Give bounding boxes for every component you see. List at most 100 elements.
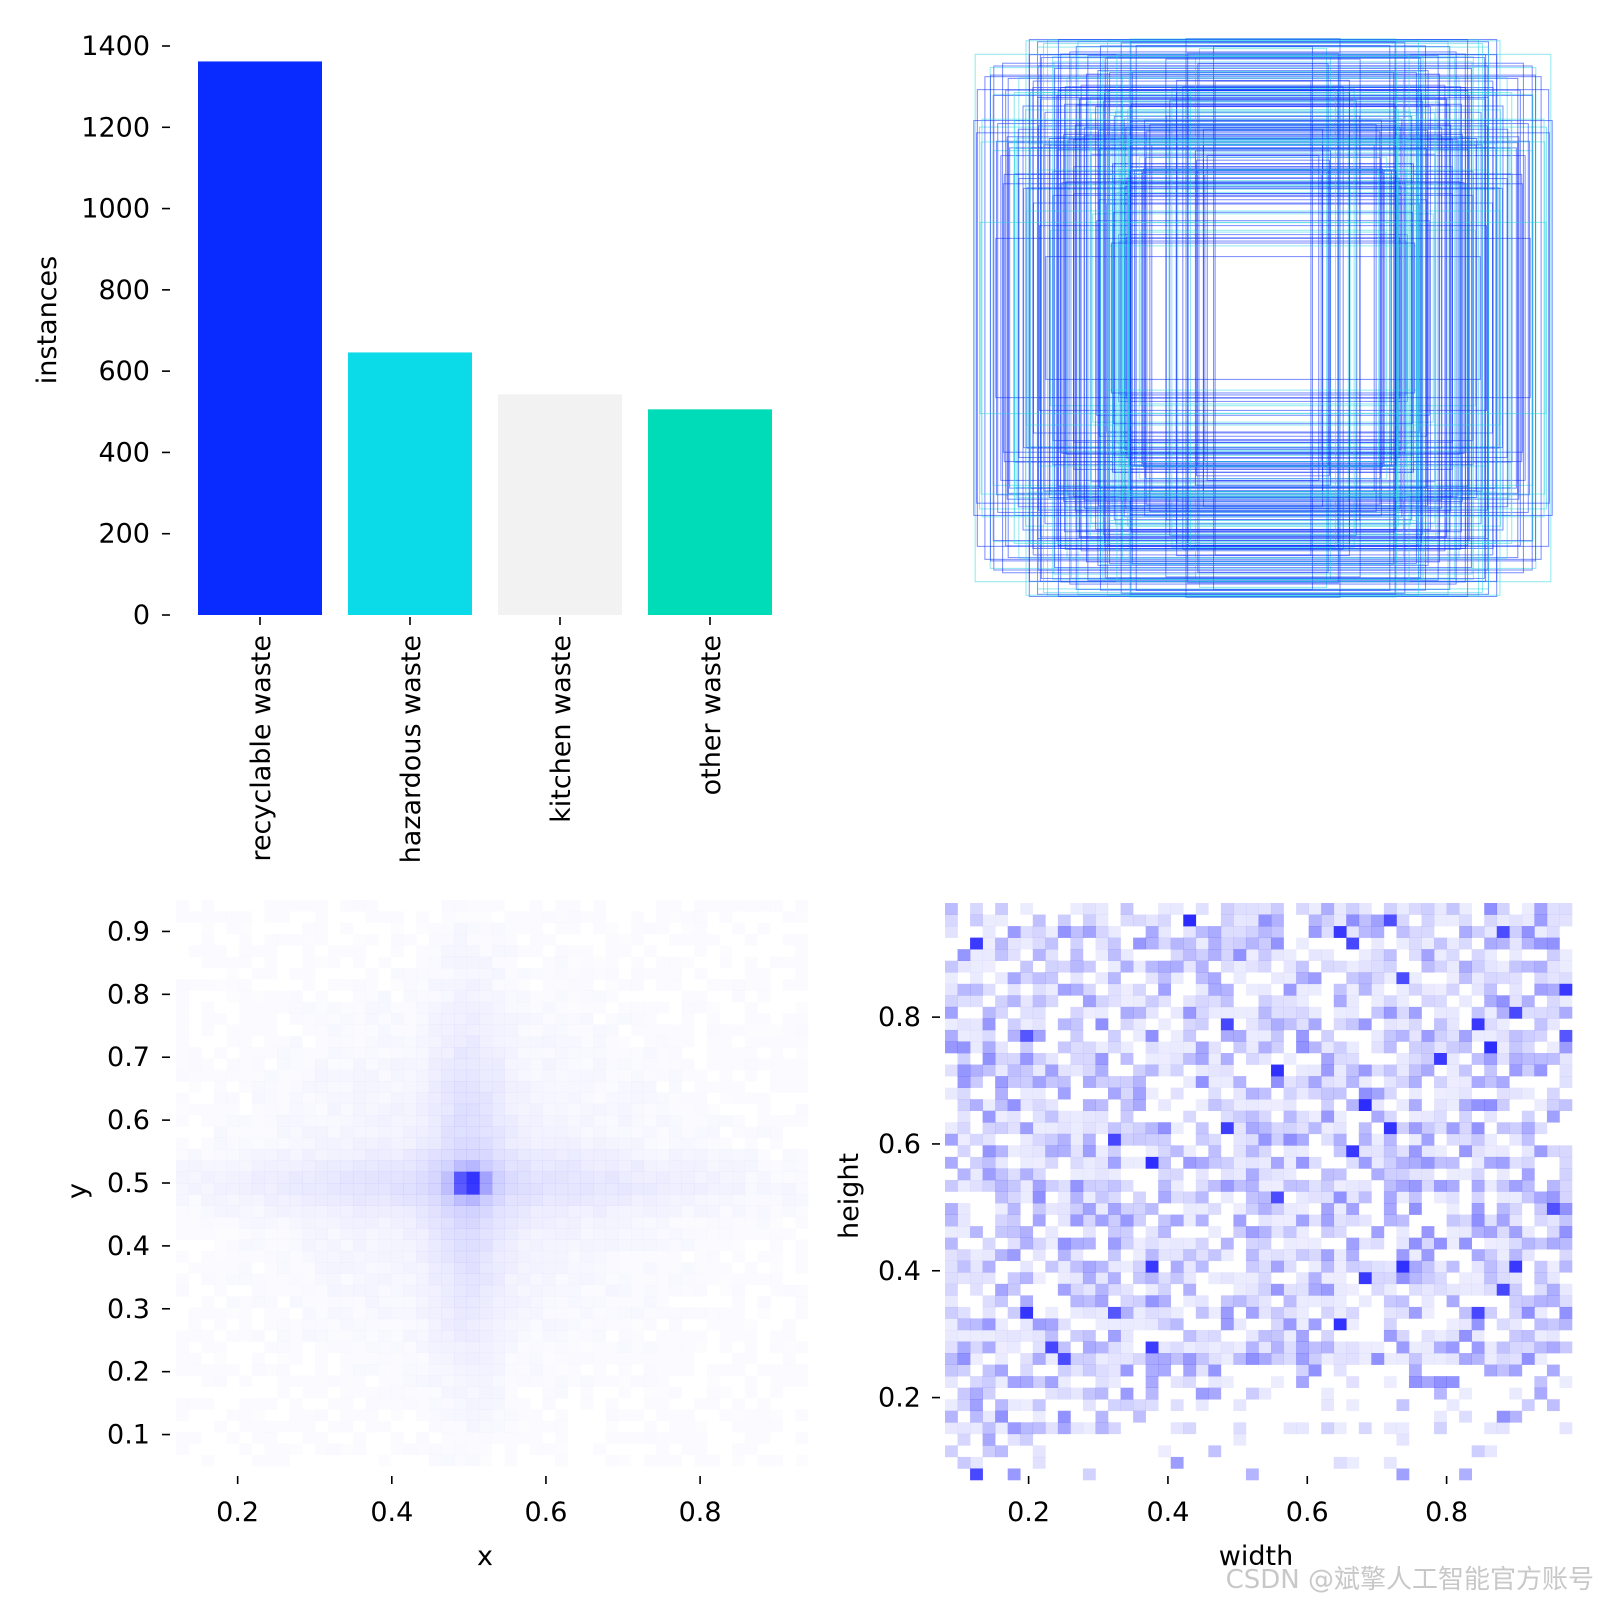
wh-heatmap-cell — [1496, 1018, 1510, 1031]
xy-heatmap-cell — [694, 911, 707, 923]
xy-heatmap-cell — [416, 1137, 430, 1150]
wh-heatmap-cell — [1108, 1237, 1121, 1250]
xy-heatmap-cell — [757, 1432, 770, 1444]
xy-heatmap-cell — [239, 1036, 252, 1048]
wh-heatmap-cell — [1496, 937, 1510, 950]
xy-heatmap-cell — [757, 900, 770, 912]
xy-heatmap-cell — [543, 1341, 556, 1353]
wh-heatmap-cell — [1471, 1214, 1485, 1227]
xy-heatmap-cell — [593, 1285, 606, 1297]
wh-heatmap-cell — [1095, 1168, 1109, 1181]
xy-heatmap-cell — [378, 1160, 392, 1172]
xy-heatmap-cell — [327, 1284, 341, 1297]
wh-heatmap-cell — [1057, 1179, 1071, 1192]
wh-heatmap-cell — [1170, 1341, 1184, 1354]
xy-heatmap-cell — [606, 1104, 619, 1116]
wh-heatmap-cell — [1007, 983, 1021, 996]
bar-y-tick-label: 200 — [98, 519, 150, 550]
wh-heatmap-cell — [1496, 1318, 1510, 1331]
wh-heatmap-cell — [1459, 1318, 1472, 1331]
bbox-rect — [1090, 112, 1436, 524]
xy-heatmap-cell — [479, 979, 493, 991]
bbox-rect — [1074, 124, 1452, 512]
wh-heatmap-cell — [1108, 1226, 1121, 1238]
xy-heatmap-cell — [682, 1092, 695, 1104]
xy-heatmap-cell — [555, 1036, 568, 1048]
wh-heatmap-cell — [1158, 1272, 1172, 1285]
xy-heatmap-cell — [429, 991, 442, 1003]
wh-heatmap-cell — [1434, 1018, 1447, 1031]
wh-heatmap-cell — [1195, 1353, 1209, 1365]
xy-heatmap-cell — [479, 1443, 492, 1455]
wh-heatmap-cell — [1070, 926, 1084, 938]
wh-heatmap-cell — [1170, 1249, 1184, 1262]
wh-heatmap-cell — [1434, 1029, 1447, 1042]
wh-heatmap-cell — [1333, 1122, 1347, 1135]
xy-heatmap-cell — [580, 1398, 593, 1410]
wh-heatmap-cell — [1459, 1076, 1472, 1088]
wh-heatmap-cell — [1271, 1341, 1284, 1354]
xy-heatmap-cell — [681, 1171, 695, 1184]
bbox-rect — [1125, 237, 1401, 399]
xy-heatmap-cell — [555, 1285, 568, 1297]
bbox-rect — [1198, 48, 1328, 588]
wh-heatmap-cell — [970, 903, 983, 915]
xy-heatmap-cell — [783, 1036, 796, 1048]
wh-heatmap-cell — [1195, 1041, 1209, 1054]
bbox-rect — [1006, 136, 1520, 500]
xy-heatmap-cell — [732, 979, 745, 991]
bbox-rect — [1113, 211, 1413, 425]
wh-heatmap-cell — [1045, 926, 1059, 938]
wh-heatmap-cell — [1534, 1099, 1548, 1112]
xy-heatmap-cell — [416, 1013, 429, 1025]
xy-heatmap-cell — [504, 1058, 518, 1071]
xy-heatmap-cell — [365, 1284, 379, 1297]
wh-heatmap-cell — [1358, 1237, 1372, 1250]
wh-heatmap-cell — [957, 1018, 971, 1031]
wh-heatmap-cell — [1120, 1295, 1134, 1308]
xy-heatmap-cell — [745, 1432, 758, 1444]
wh-heatmap-cell — [1446, 1214, 1460, 1227]
wh-heatmap-cell — [1471, 1179, 1485, 1192]
xy-heatmap-cell — [302, 1274, 315, 1286]
xy-heatmap-cell — [567, 1239, 581, 1252]
wh-heatmap-cell — [1471, 1203, 1485, 1215]
xy-heatmap-cell — [315, 1025, 328, 1037]
wh-heatmap-cell — [1220, 937, 1234, 950]
xy-heatmap-cell — [543, 1353, 556, 1365]
bbox-rect — [1149, 123, 1377, 513]
wh-heatmap-cell — [1082, 1076, 1096, 1088]
xy-heatmap-cell — [682, 1240, 695, 1252]
xy-heatmap-cell — [328, 1274, 341, 1286]
xy-heatmap-cell — [605, 1284, 619, 1297]
xy-heatmap-cell — [277, 1205, 291, 1218]
xy-heatmap-cell — [416, 1364, 429, 1376]
xy-heatmap-cell — [454, 1239, 468, 1252]
xy-heatmap-cell — [378, 1149, 392, 1161]
wh-heatmap-cell — [1045, 995, 1059, 1008]
wh-heatmap-cell — [1108, 1191, 1121, 1204]
wh-heatmap-cell — [1020, 1226, 1034, 1238]
xy-heatmap-cell — [327, 1160, 341, 1172]
wh-heatmap-cell — [1296, 1249, 1309, 1262]
wh-heatmap-cell — [1308, 1087, 1322, 1100]
xy-heatmap-cell — [605, 1149, 619, 1161]
wh-heatmap-cell — [1446, 1018, 1460, 1031]
xy-heatmap-cell — [441, 1318, 455, 1331]
xy-heatmap-cell — [669, 1036, 682, 1048]
xy-heatmap-cell — [416, 1115, 430, 1127]
wh-heatmap-cell — [1509, 1410, 1523, 1423]
wh-heatmap-cell — [1471, 1445, 1485, 1458]
xy-heatmap-cell — [669, 900, 682, 912]
wh-heatmap-cell — [1283, 1318, 1297, 1331]
wh-heatmap-cell — [1333, 1041, 1347, 1054]
xy-heatmap-cell — [391, 1081, 404, 1093]
wh-heatmap-cell — [1534, 1237, 1548, 1250]
xy-heatmap-cell — [454, 1273, 468, 1286]
xy-heatmap-cell — [732, 1421, 745, 1433]
xy-heatmap-cell — [404, 934, 417, 946]
xy-heatmap-cell — [770, 957, 783, 969]
xy-heatmap-cell — [631, 1432, 644, 1444]
xy-heatmap-cell — [264, 1115, 277, 1127]
xy-heatmap-cell — [529, 1126, 543, 1139]
